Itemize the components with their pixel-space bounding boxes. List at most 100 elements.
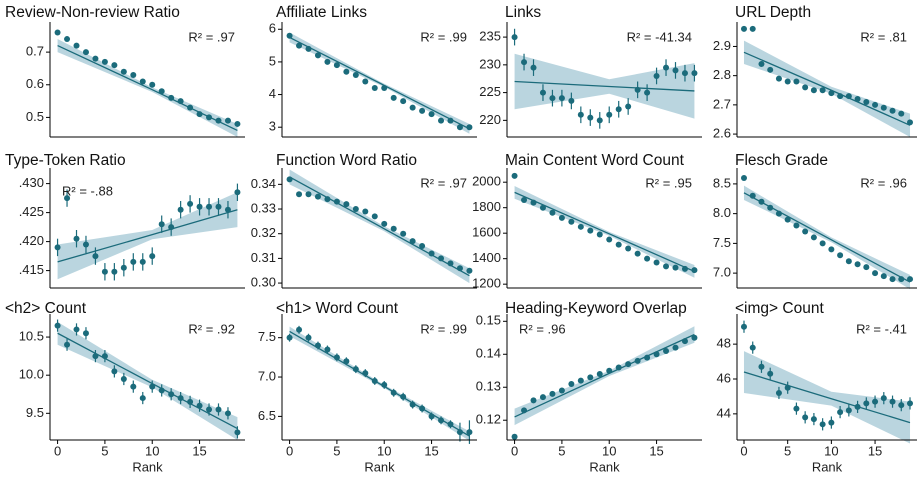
point [872,270,879,277]
point [845,93,852,100]
point [568,218,575,225]
y-tick-label: 2.8 [713,67,731,82]
r-squared-annotation: R² = .99 [420,29,467,44]
point [793,78,800,85]
point [793,222,800,229]
x-tick-label: 15 [424,443,438,458]
point [73,326,80,333]
point [296,326,303,333]
point [898,110,905,117]
point [168,94,175,101]
panel-title: URL Depth [735,4,811,21]
point [456,265,463,272]
point [587,114,594,121]
point [872,398,879,405]
y-tick-label: 3 [269,119,276,134]
fit-line [514,333,695,418]
panel-title: Links [505,4,541,21]
point [73,42,80,49]
point [101,353,108,360]
point [111,268,118,275]
point [615,106,622,113]
point [898,402,905,409]
point [606,236,613,243]
x-tick-label: 0 [740,443,747,458]
point [296,191,303,198]
point [898,276,905,283]
point [177,98,184,105]
point [177,395,184,402]
point [168,224,175,231]
point [625,103,632,110]
point [802,228,809,235]
x-tick-label: 10 [602,443,616,458]
point [740,323,747,330]
y-tick-label: 7.5 [258,329,276,344]
y-tick-label: 44 [717,405,731,420]
point [381,220,388,227]
x-tick-label: 0 [54,443,61,458]
y-tick-label: 6 [269,21,276,36]
point [872,101,879,108]
fit-line [743,371,911,424]
point [168,391,175,398]
point [521,197,528,204]
point [691,267,698,274]
point [92,253,99,260]
y-tick-label: 0.6 [26,76,44,91]
point [810,234,817,241]
point [558,214,565,221]
point [681,70,688,77]
point [187,398,194,405]
point [428,413,435,420]
point [854,261,861,268]
point [530,64,537,71]
y-tick-label: 8.5 [713,175,731,190]
point [447,117,454,124]
point [672,344,679,351]
point [907,119,914,126]
point [362,78,369,85]
point [549,95,556,102]
point [907,276,914,283]
point [784,384,791,391]
x-tick-label: 15 [649,443,663,458]
panel-title: Flesch Grade [735,152,828,169]
point [120,68,127,75]
y-tick-label: 0.13 [476,379,501,394]
point [158,221,165,228]
point [333,62,340,69]
point [381,85,388,92]
point [828,90,835,97]
point [438,255,445,262]
point [889,107,896,114]
fit-line [57,332,238,430]
point [447,260,454,267]
point [828,419,835,426]
y-tick-label: 225 [479,84,501,99]
point [64,36,71,43]
point [54,322,61,329]
point [286,32,293,39]
point [447,421,454,428]
point [880,395,887,402]
point [539,394,546,401]
point [558,387,565,394]
point [82,330,89,337]
point [314,342,321,349]
point [371,213,378,220]
point [596,371,603,378]
point [324,346,331,353]
y-tick-label: 7.0 [258,368,276,383]
point [810,87,817,94]
y-tick-label: 0.33 [251,200,276,215]
point [296,42,303,49]
point [224,410,231,417]
point [64,195,71,202]
point [511,433,518,440]
point [352,366,359,373]
panel-title: Type-Token Ratio [5,152,126,169]
point [333,354,340,361]
point [880,104,887,111]
y-tick-label: 0.12 [476,412,501,427]
